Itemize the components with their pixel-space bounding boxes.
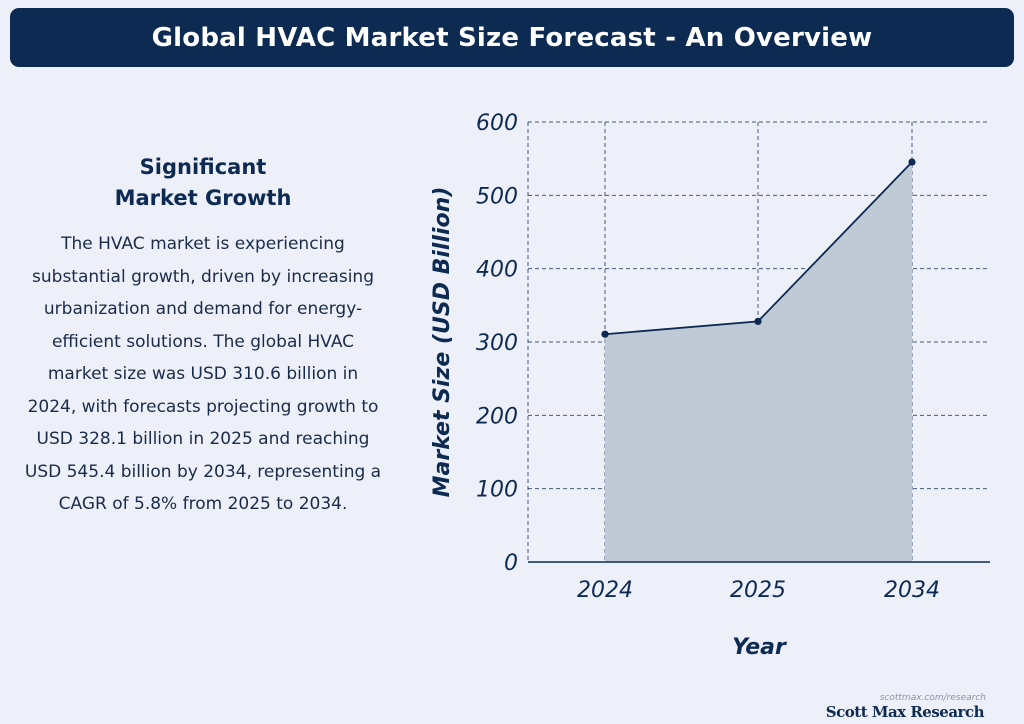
y-tick-label: 600 <box>476 111 518 136</box>
x-tick-label: 2025 <box>730 578 786 603</box>
x-tick-label: 2024 <box>577 578 633 603</box>
y-tick-label: 200 <box>476 404 518 429</box>
footer-brand-logo: Scott Max Research <box>825 703 985 721</box>
data-point-2025 <box>754 317 762 325</box>
area-layer <box>601 158 916 563</box>
info-heading: Significant Market Growth <box>114 155 292 210</box>
y-tick-label: 100 <box>476 478 518 503</box>
title-bar: Global HVAC Market Size Forecast - An Ov… <box>10 8 1014 67</box>
y-tick-label: 300 <box>476 331 518 356</box>
data-point-2024 <box>601 330 609 338</box>
x-axis-title: Year <box>732 635 787 660</box>
x-tick-label: 2034 <box>884 578 940 603</box>
y-tick-label: 400 <box>476 258 518 283</box>
label-layer: 0 100 200 300 400 500 600 2024 2025 2034 Year Marke… <box>430 111 940 660</box>
y-axis-title: Market Size (USD Billion) <box>430 187 455 498</box>
y-tick-label: 0 <box>504 551 518 576</box>
info-panel: Significant Market Growth The HVAC marke… <box>22 152 384 521</box>
data-point-2034 <box>908 158 916 166</box>
y-tick-label: 500 <box>476 184 518 209</box>
series-area <box>605 162 912 563</box>
page-title: Global HVAC Market Size Forecast - An Ov… <box>151 22 873 53</box>
footer-url[interactable]: scottmax.com/research <box>879 693 986 703</box>
info-body: The HVAC market is experiencing substant… <box>24 234 382 514</box>
